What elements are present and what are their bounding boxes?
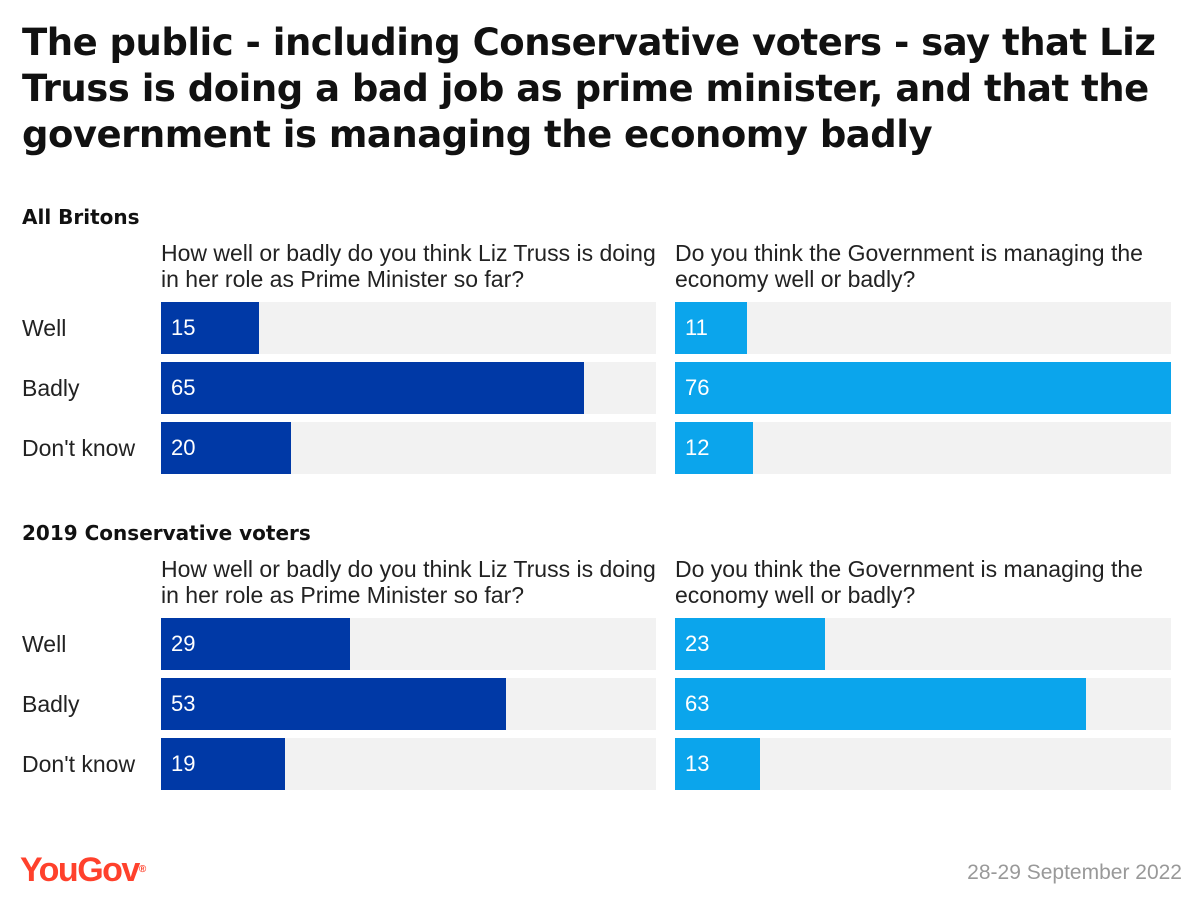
section-label: 2019 Conservative voters [22,521,311,545]
bar-track: 29 [161,618,656,670]
bar-value-label: 23 [685,631,710,656]
section-label: All Britons [22,205,140,229]
bar-track: 12 [675,422,1171,474]
bar [161,618,350,670]
category-label: Badly [22,691,80,717]
bar [161,362,584,414]
category-label: Well [22,631,67,657]
bar [675,422,753,474]
bar [161,422,291,474]
bar-value-label: 76 [685,375,710,400]
bar [675,738,760,790]
bar-track: 20 [161,422,656,474]
bar-value-label: 53 [171,691,196,716]
category-label: Well [22,315,67,341]
bar [675,618,825,670]
bar-track: 15 [161,302,656,354]
bar [161,302,259,354]
bar-value-label: 11 [685,315,708,340]
bar-value-label: 12 [685,435,710,460]
bar-value-label: 13 [685,751,710,776]
bar-value-label: 20 [171,435,196,460]
bar [675,678,1086,730]
bar-track: 63 [675,678,1171,730]
category-label: Don't know [22,435,136,461]
bar-track: 53 [161,678,656,730]
bar-value-label: 63 [685,691,710,716]
bar-track: 19 [161,738,656,790]
bar-track: 13 [675,738,1171,790]
bar-track: 11 [675,302,1171,354]
question-title: How well or badly do you think Liz Truss… [161,556,656,608]
bar [161,678,506,730]
question-title: Do you think the Government is managing … [675,240,1143,292]
bar-track: 23 [675,618,1171,670]
fieldwork-date: 28-29 September 2022 [967,861,1182,884]
bar-track: 65 [161,362,656,414]
yougov-logo: YouGov® [20,850,146,890]
bar-value-label: 19 [171,751,196,776]
bar [675,302,747,354]
question-title: Do you think the Government is managing … [675,556,1143,608]
registered-mark: ® [138,864,147,875]
bar [161,738,285,790]
bar-value-label: 29 [171,631,196,656]
bar-value-label: 15 [171,315,196,340]
bar-value-label: 65 [171,375,196,400]
bar-track: 76 [675,362,1171,414]
question-title: How well or badly do you think Liz Truss… [161,240,656,292]
bar [675,362,1171,414]
logo-text: YouGov [20,851,140,889]
category-label: Don't know [22,751,136,777]
chart-title: The public - including Conservative vote… [22,21,1156,156]
category-label: Badly [22,375,80,401]
